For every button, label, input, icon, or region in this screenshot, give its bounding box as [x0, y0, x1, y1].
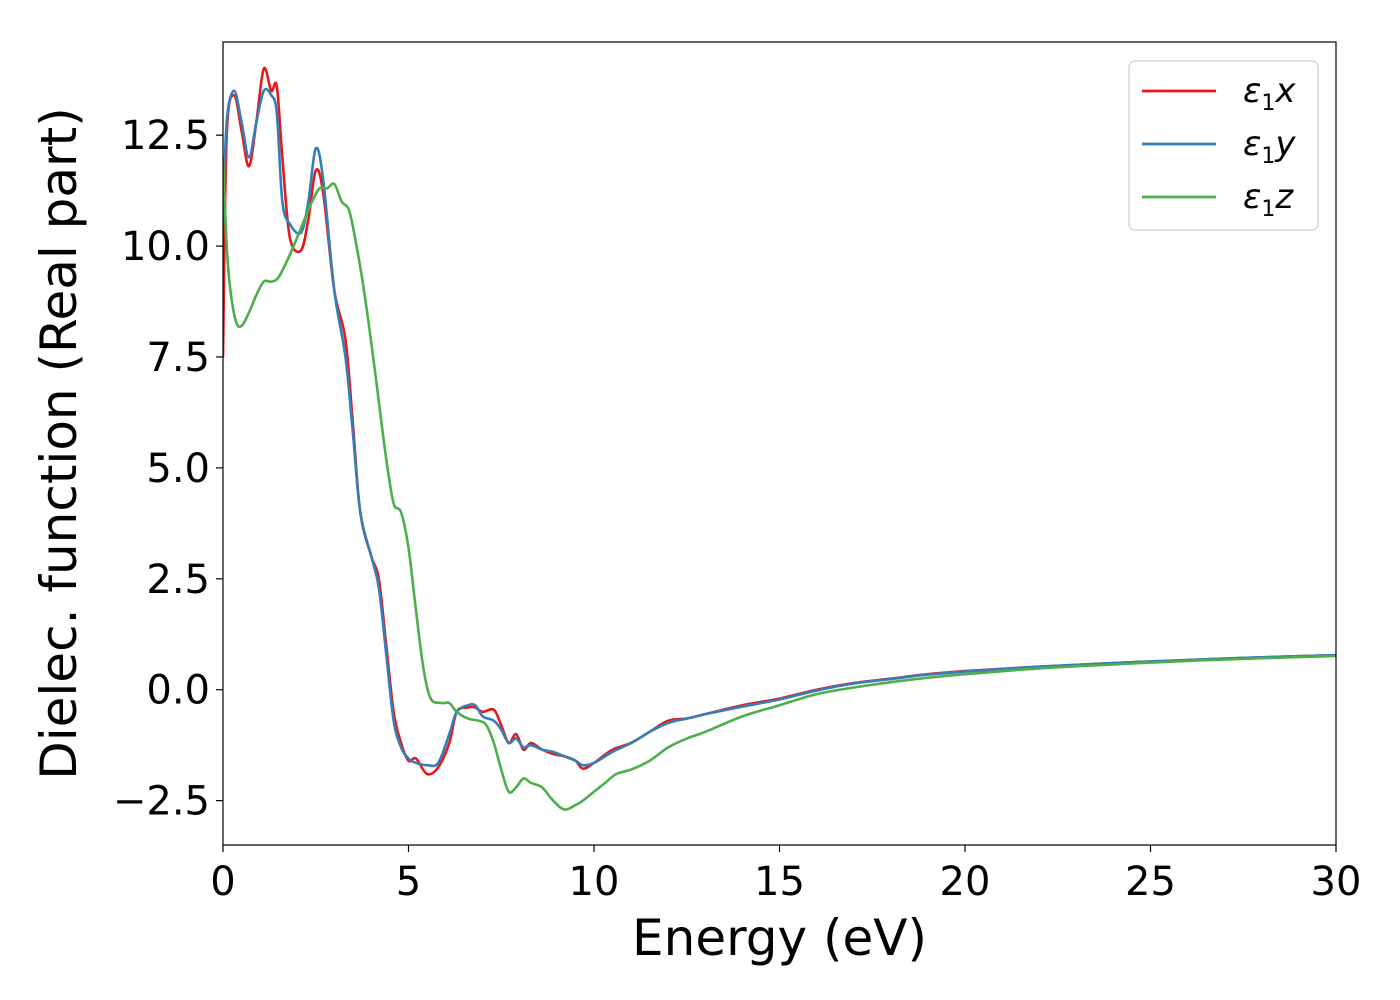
x-tick-label: 20 — [940, 859, 991, 905]
y-tick-label: 7.5 — [146, 335, 210, 381]
y-tick-label: 2.5 — [146, 557, 210, 603]
legend-label: ε1z — [1243, 177, 1294, 222]
y-tick-label: 10.0 — [121, 224, 210, 270]
x-tick-label: 10 — [569, 859, 620, 905]
x-axis-ticks: 0 5 10 15 20 25 30 — [210, 845, 1361, 905]
y-axis-ticks: −2.5 0.0 2.5 5.0 7.5 10.0 12.5 — [113, 113, 223, 825]
legend-entry-z: ε1z — [1142, 177, 1294, 222]
legend-entry-x: ε1x — [1142, 71, 1296, 116]
legend-label: ε1x — [1243, 71, 1296, 116]
x-tick-label: 30 — [1311, 859, 1362, 905]
y-axis-label: Dielec. function (Real part) — [30, 107, 88, 779]
legend-label: ε1y — [1243, 124, 1296, 169]
x-tick-label: 5 — [396, 859, 421, 905]
legend-frame — [1128, 60, 1319, 231]
legend-entry-y: ε1y — [1142, 124, 1296, 169]
x-tick-label: 25 — [1125, 859, 1176, 905]
y-tick-label: 5.0 — [146, 446, 210, 492]
series-line-y — [223, 87, 1336, 768]
y-tick-label: 0.0 — [146, 668, 210, 714]
x-axis-label: Energy (eV) — [632, 909, 927, 967]
legend: ε1x ε1y ε1z — [1128, 60, 1319, 231]
y-tick-label: 12.5 — [121, 113, 210, 159]
y-tick-label: −2.5 — [113, 779, 210, 825]
series-layer — [223, 66, 1336, 811]
x-tick-label: 15 — [754, 859, 805, 905]
x-tick-label: 0 — [210, 859, 235, 905]
legend-entries: ε1x ε1y ε1z — [1142, 71, 1296, 222]
series-line-z — [223, 157, 1336, 811]
